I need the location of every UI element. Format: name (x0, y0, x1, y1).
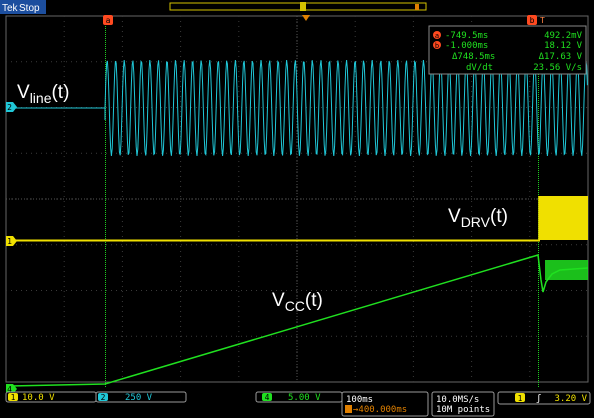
trigger-time-label: T (540, 16, 545, 25)
record-trigger-marker (415, 4, 419, 10)
trigger-slope-icon: ʃ (536, 394, 541, 404)
cursor-a-value: 492.2mV (544, 31, 583, 41)
cursor-b-value: 18.12 V (544, 41, 583, 51)
svg-text:2: 2 (7, 103, 12, 112)
ch2-scale-readout[interactable]: 2 250 V (95, 391, 187, 403)
cursor-b-label: b (530, 16, 535, 25)
ch4-vcc-trace (9, 254, 589, 387)
svg-text:a: a (435, 32, 439, 40)
svg-text:3.20 V: 3.20 V (554, 394, 587, 404)
brand-logo: Tek (2, 3, 19, 14)
svg-text:2: 2 (101, 393, 106, 402)
svg-text:1: 1 (11, 393, 16, 402)
vdrv-label: VDRV(t) (448, 206, 508, 230)
vcc-label: VCC(t) (272, 290, 323, 314)
record-view-bar (169, 2, 427, 11)
cursor-b-marker[interactable] (527, 15, 537, 25)
record-view-window (300, 2, 306, 11)
dvdt-value: 23.56 V/s (533, 63, 582, 73)
svg-text:4: 4 (265, 393, 270, 402)
svg-text:5.00 V: 5.00 V (288, 393, 321, 403)
svg-text:250 V: 250 V (125, 393, 153, 403)
ch1-ground-marker[interactable]: 1 (6, 236, 17, 246)
ch1-drive-trace-switching (539, 196, 588, 240)
svg-text:→400.000ms: →400.000ms (353, 405, 407, 415)
trigger-position-marker[interactable] (302, 15, 310, 21)
cursor-b-time: -1.000ms (445, 41, 488, 51)
vline-label: Vline(t) (17, 82, 69, 106)
delta-time: Δ748.5ms (452, 52, 495, 62)
cursor-a-time: -749.5ms (445, 31, 488, 41)
svg-text:10M points: 10M points (436, 405, 490, 415)
ch4-vcc-ripple (545, 260, 588, 280)
trigger-readout[interactable]: 1 ʃ 3.20 V (497, 391, 591, 405)
cursor-readout: a b -749.5ms 492.2mV -1.000ms 18.12 V Δ7… (428, 25, 587, 75)
svg-text:100ms: 100ms (346, 395, 373, 405)
svg-text:1: 1 (518, 394, 523, 403)
run-status-badge (0, 0, 46, 14)
svg-text:10.0MS/s: 10.0MS/s (436, 395, 479, 405)
acquisition-readout[interactable]: 10.0MS/s 10M points (431, 391, 495, 417)
cursor-a-marker[interactable] (103, 15, 113, 25)
cursor-a-label: a (106, 16, 111, 25)
svg-text:10.0 V: 10.0 V (22, 393, 55, 403)
dvdt-label: dV/dt (466, 63, 493, 73)
svg-text:4: 4 (7, 385, 12, 394)
run-state: Stop (19, 3, 40, 14)
svg-text:b: b (435, 42, 439, 50)
horizontal-readout[interactable]: 100ms →400.000ms (341, 391, 429, 417)
ch2-ground-marker[interactable]: 2 (6, 102, 17, 112)
delta-value: Δ17.63 V (539, 52, 583, 62)
ch2-line-voltage-trace (10, 59, 588, 157)
svg-text:1: 1 (7, 237, 12, 246)
